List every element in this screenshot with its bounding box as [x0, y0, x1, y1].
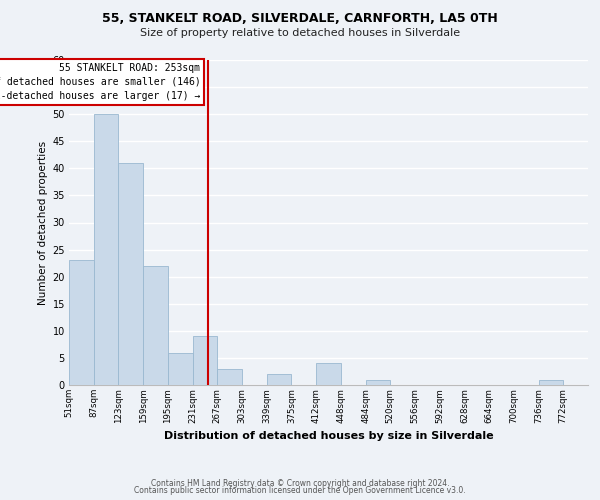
Bar — [94, 114, 118, 385]
Bar — [168, 352, 193, 385]
Y-axis label: Number of detached properties: Number of detached properties — [38, 140, 48, 304]
Text: 55, STANKELT ROAD, SILVERDALE, CARNFORTH, LA5 0TH: 55, STANKELT ROAD, SILVERDALE, CARNFORTH… — [102, 12, 498, 26]
Bar — [267, 374, 292, 385]
Text: Contains HM Land Registry data © Crown copyright and database right 2024.: Contains HM Land Registry data © Crown c… — [151, 478, 449, 488]
X-axis label: Distribution of detached houses by size in Silverdale: Distribution of detached houses by size … — [164, 431, 493, 441]
Bar — [316, 364, 341, 385]
Text: Contains public sector information licensed under the Open Government Licence v3: Contains public sector information licen… — [134, 486, 466, 495]
Bar — [118, 163, 143, 385]
Bar — [193, 336, 217, 385]
Bar — [217, 369, 242, 385]
Bar — [365, 380, 390, 385]
Bar — [143, 266, 168, 385]
Bar — [539, 380, 563, 385]
Bar — [69, 260, 94, 385]
Text: 55 STANKELT ROAD: 253sqm
← 90% of detached houses are smaller (146)
10% of semi-: 55 STANKELT ROAD: 253sqm ← 90% of detach… — [0, 62, 200, 100]
Text: Size of property relative to detached houses in Silverdale: Size of property relative to detached ho… — [140, 28, 460, 38]
